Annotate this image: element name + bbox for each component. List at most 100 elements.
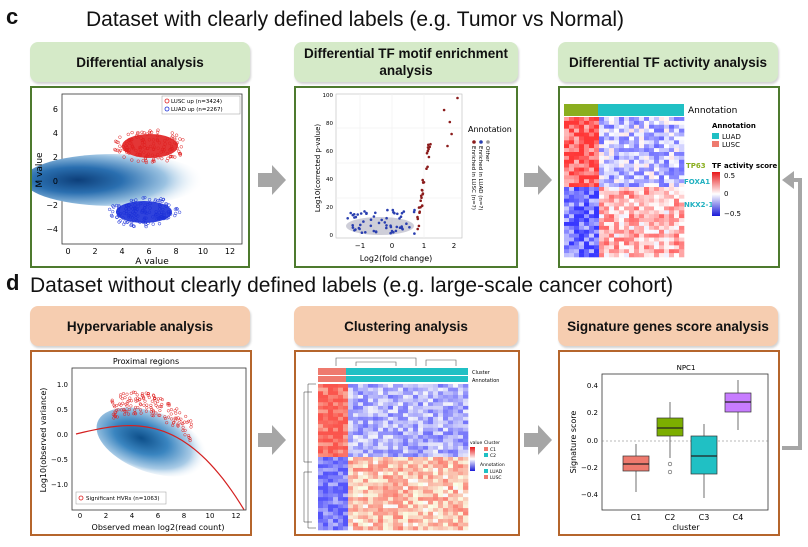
cluster-heatmap-cell [428,438,434,443]
box-xtick-c4: C4 [733,513,744,522]
cluster-heatmap-cell [348,391,354,396]
ma-point-lusc [159,150,163,154]
tf-heatmap-cell [624,229,630,234]
tf-heatmap-cell [649,152,655,157]
cluster-heatmap-cell [358,478,364,483]
tf-heatmap-cell [659,222,665,227]
ma-point-luad [141,196,145,200]
tf-heatmap-cell [659,241,665,246]
tf-heatmap-cell [614,249,620,254]
hvr-point [175,407,179,411]
cluster-heatmap-cell [358,387,364,392]
cluster-heatmap-cell [358,405,364,410]
tf-heatmap-cell [629,206,635,211]
cluster-heatmap-cell [423,431,429,436]
cluster-heatmap-cell [443,442,449,447]
cluster-heatmap-cell [353,446,359,450]
tf-heatmap-cell [589,148,595,153]
tf-heatmap-cell [679,179,685,184]
cluster-heatmap-cell [443,508,449,513]
cluster-heatmap-cell [403,508,409,513]
ma-point-luad [158,199,162,203]
cluster-heatmap-cell [388,467,394,472]
cluster-heatmap-cell [318,515,324,520]
cluster-heatmap-cell [323,519,329,523]
tf-heatmap-cell [619,124,625,129]
tf-heatmap-cell [669,190,675,196]
cluster-heatmap-cell [413,384,419,388]
cluster-heatmap-cell [363,493,369,498]
tf-heatmap-cell [639,187,645,192]
cluster-heatmap-cell [428,526,434,531]
tf-heatmap-cell [574,198,580,203]
ma-point-luad [151,215,155,219]
ma-point-lusc [156,156,160,160]
tf-heatmap-cell [634,202,640,207]
cluster-heatmap-cell [458,500,464,505]
cluster-heatmap-cell [363,446,369,450]
cluster-heatmap-cell [408,467,414,472]
tf-heatmap-cell [614,124,620,129]
cluster-heatmap-cell [443,394,449,399]
cluster-heatmap-cell [448,504,454,509]
cluster-heatmap-cell [378,482,384,487]
cluster-legend-c1: C1 [490,447,496,453]
cluster-heatmap-cell [358,416,364,421]
cluster-heatmap-cell [463,457,469,461]
tf-heatmap-cell [674,175,680,180]
tf-heatmap-cell [669,148,675,153]
cluster-heatmap-cell [333,515,339,520]
tf-heatmap-cell [599,190,605,196]
tf-heatmap-cell [589,198,595,203]
cluster-heatmap-cell [353,519,359,523]
cluster-heatmap-cell [408,457,414,461]
tf-heatmap-cell [674,128,680,133]
tf-heatmap-cell [594,183,600,188]
ma-point-luad [154,213,158,217]
hvr-plot: Proximal regions Significant HVRs (n=106… [39,357,247,532]
tf-heatmap-cell [614,202,620,207]
cluster-heatmap-cell [408,497,414,502]
cluster-heatmap-cell [343,511,349,516]
tf-heatmap-cell [669,183,675,188]
cluster-heatmap-cell [343,384,349,388]
cluster-heatmap-cell [393,435,399,440]
cluster-heatmap-cell [363,427,369,432]
cluster-heatmap-cell [423,464,429,469]
ma-point-luad [175,207,179,211]
cluster-heatmap-cell [383,449,389,454]
cluster-heatmap-cell [433,467,439,472]
cluster-heatmap-cell [403,460,409,465]
cluster-heatmap-cell [373,398,379,403]
cluster-heatmap-cell [433,387,439,392]
tf-heatmap-cell [579,136,585,141]
cluster-heatmap-cell [418,416,424,421]
ma-point-luad [134,218,138,222]
hvr-point [127,407,131,412]
cluster-heatmap-cell [393,424,399,429]
tf-heatmap-cell [609,132,615,137]
tf-heatmap-cell [644,233,650,238]
cluster-heatmap-cell [333,420,339,425]
cluster-heatmap-cell [408,387,414,392]
cluster-heatmap-cell [453,387,459,392]
tf-heatmap-cell [594,148,600,153]
tf-heatmap-cell [669,128,675,133]
boxplot-xlabel: cluster [672,523,700,532]
cluster-heatmap-cell [398,384,404,388]
ma-point-luad [115,215,119,220]
ma-point-lusc [178,152,183,156]
cluster-heatmap-cell [353,442,359,447]
cluster-heatmap-cell [448,409,454,414]
cluster-heatmap-cell [448,431,454,436]
cluster-heatmap-cell [428,457,434,461]
ma-point-luad [124,209,129,213]
cluster-heatmap-cell [413,402,419,407]
cluster-heatmap-cell [383,438,389,443]
ma-point-lusc [139,146,143,150]
cluster-heatmap-cell [353,391,359,396]
tf-heatmap-cell [589,187,595,192]
cluster-heatmap-cell [358,486,364,491]
cluster-heatmap-cell [328,413,334,418]
cluster-heatmap-cell [368,493,374,498]
